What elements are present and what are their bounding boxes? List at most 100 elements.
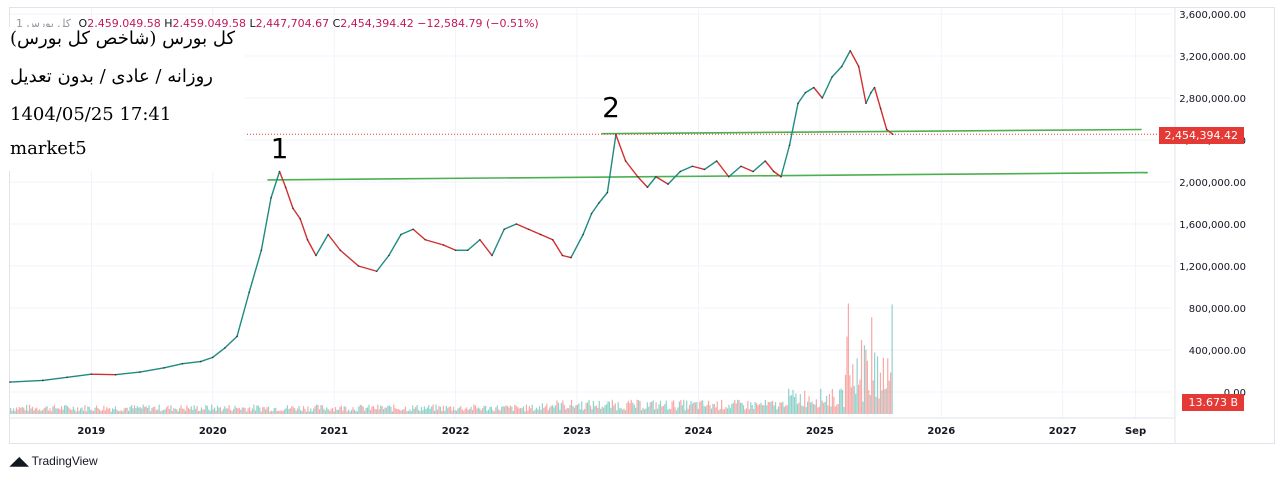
volume-bar	[869, 395, 871, 414]
volume-bar	[788, 388, 790, 414]
volume-bar	[95, 405, 98, 414]
volume-bar	[540, 409, 542, 414]
volume-bar	[136, 405, 138, 414]
volume-bar	[844, 374, 847, 414]
volume-bar	[506, 405, 509, 414]
volume-bar	[467, 409, 469, 414]
volume-bar	[323, 408, 325, 414]
x-tick-label: 2027	[1049, 426, 1077, 437]
tradingview-logo[interactable]: ◢◣ TradingView	[10, 454, 98, 468]
price-segment	[376, 255, 390, 272]
volume-bar	[248, 407, 251, 414]
volume-bar	[334, 407, 337, 414]
price-segment	[858, 66, 867, 104]
price-segment	[879, 108, 888, 130]
price-point	[691, 165, 694, 168]
volume-bar	[117, 411, 120, 414]
volume-bar	[193, 405, 195, 414]
price-point	[857, 65, 860, 68]
price-point	[199, 360, 202, 363]
volume-bar	[20, 408, 22, 414]
volume-bar	[484, 405, 487, 414]
volume-bar	[215, 410, 217, 414]
volume-bar	[468, 409, 471, 414]
volume-bar	[174, 408, 176, 414]
index-title: کل بورس (شاخص کل بورس)	[10, 28, 236, 49]
volume-bar	[723, 409, 726, 414]
price-point	[885, 128, 888, 131]
volume-bar	[677, 407, 679, 414]
volume-bar	[694, 402, 697, 414]
volume-bar	[757, 405, 759, 414]
volume-bar	[116, 409, 118, 414]
volume-bar	[786, 405, 788, 414]
volume-bar	[264, 409, 267, 414]
price-point	[879, 107, 882, 110]
volume-bar	[680, 400, 682, 414]
volume-bar	[661, 406, 663, 414]
x-tick-label: 2020	[199, 426, 227, 437]
volume-bar	[383, 409, 385, 414]
volume-bar	[605, 404, 608, 414]
volume-bar	[237, 408, 239, 414]
volume-bar	[270, 410, 273, 414]
price-point	[260, 249, 263, 252]
price-point	[752, 170, 754, 173]
x-tick-label: 2026	[927, 426, 955, 437]
price-point	[891, 133, 894, 136]
volume-bar	[391, 411, 393, 414]
volume-bar	[524, 411, 526, 414]
price-segment	[788, 103, 799, 146]
volume-bar	[281, 410, 283, 414]
price-segment	[582, 213, 593, 235]
volume-bar	[81, 407, 83, 414]
volume-bar	[171, 410, 173, 414]
volume-bar	[77, 407, 79, 414]
price-segment	[752, 160, 766, 173]
volume-bar	[684, 410, 686, 414]
volume-bar	[753, 408, 755, 414]
volume-bar	[783, 406, 785, 414]
volume-bar	[756, 403, 758, 414]
volume-bar	[380, 405, 382, 414]
x-tick-label: 2023	[563, 426, 591, 437]
volume-bar	[725, 407, 727, 414]
volume-bar	[688, 404, 691, 414]
volume-bar	[554, 405, 557, 414]
volume-bar	[149, 411, 152, 414]
volume-bar	[91, 410, 93, 414]
volume-bar	[65, 404, 67, 414]
volume-bar	[709, 405, 711, 414]
volume-bar	[180, 405, 182, 414]
price-point	[679, 170, 682, 173]
volume-bar	[355, 410, 357, 414]
volume-bar	[498, 409, 500, 414]
volume-bar	[241, 407, 243, 414]
trendline-2	[601, 128, 1142, 135]
volume-bar	[21, 406, 23, 414]
price-segment	[821, 76, 833, 99]
volume-bar	[868, 390, 870, 414]
volume-bar	[330, 408, 332, 414]
volume-bar	[818, 406, 820, 414]
volume-bar	[582, 410, 584, 414]
volume-bar	[72, 406, 74, 414]
volume-bar	[176, 409, 178, 414]
price-segment	[139, 367, 165, 373]
volume-bar	[318, 409, 321, 414]
volume-bar	[530, 408, 532, 414]
price-segment	[327, 234, 341, 251]
price-segment	[278, 171, 287, 188]
volume-bar	[120, 410, 122, 414]
volume-bar	[435, 404, 437, 414]
price-segment	[704, 160, 718, 170]
price-point	[278, 170, 281, 173]
volume-bar	[855, 393, 857, 414]
volume-bar	[26, 404, 28, 414]
volume-bar	[804, 390, 806, 414]
volume-bar	[203, 409, 205, 414]
price-point	[870, 91, 872, 94]
volume-bar	[528, 405, 530, 414]
price-point	[139, 371, 141, 373]
volume-bar	[161, 410, 163, 414]
